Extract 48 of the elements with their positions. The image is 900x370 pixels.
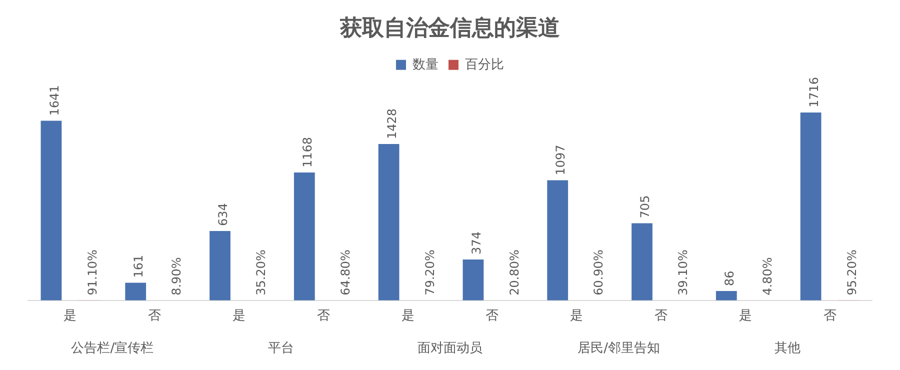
data-label: 1168	[300, 136, 315, 168]
bar	[294, 172, 315, 300]
bar	[462, 259, 484, 300]
x-tick-label: 否	[823, 308, 836, 324]
text: 其他	[774, 340, 801, 356]
bar	[125, 282, 146, 300]
data-label: 20.80%	[507, 250, 522, 296]
data-label: 634	[216, 203, 230, 226]
x-tick-label: 是	[401, 308, 414, 324]
legend-label: 百分比	[465, 57, 504, 72]
x-tick-label: 否	[316, 308, 330, 324]
text: 居民/邻里告知	[578, 340, 660, 356]
bar	[210, 230, 230, 300]
bar	[632, 223, 652, 300]
bar	[547, 180, 568, 300]
x-tick-label: 是	[738, 308, 752, 324]
x-tick-label: 否	[148, 308, 162, 324]
data-label: 35.20%	[254, 250, 268, 296]
x-tick-label: 是	[232, 308, 246, 324]
data-label: 39.10%	[676, 250, 690, 296]
data-label: 60.90%	[592, 250, 606, 296]
data-label: 1428	[384, 108, 399, 140]
data-label: 91.10%	[85, 250, 100, 296]
bar	[378, 144, 400, 300]
x-tick-label: 否	[486, 308, 499, 324]
text: 公告栏/宣传栏	[71, 340, 154, 356]
text: 面对面动员	[418, 340, 482, 356]
data-label: 161	[132, 254, 146, 278]
data-label: 79.20%	[422, 250, 437, 296]
text: 平台	[268, 340, 294, 356]
data-label: 1641	[47, 85, 62, 116]
x-tick-label: 否	[654, 308, 668, 324]
bar	[800, 112, 822, 300]
chart-title: 获取自治金信息的渠道	[339, 14, 560, 41]
data-label: 4.80%	[760, 257, 775, 296]
data-label: 1097	[554, 144, 568, 176]
legend-label: 数量	[412, 57, 438, 72]
data-label: 1716	[806, 76, 821, 108]
x-tick-label: 是	[570, 308, 584, 324]
data-label: 86	[722, 270, 737, 286]
bar	[716, 290, 737, 300]
data-label: 64.80%	[338, 250, 353, 296]
bar	[40, 120, 62, 300]
data-label: 95.20%	[844, 250, 859, 296]
x-tick-label: 是	[64, 308, 77, 324]
data-label: 8.90%	[170, 257, 184, 296]
data-label: 374	[469, 232, 484, 254]
data-label: 705	[638, 195, 652, 218]
